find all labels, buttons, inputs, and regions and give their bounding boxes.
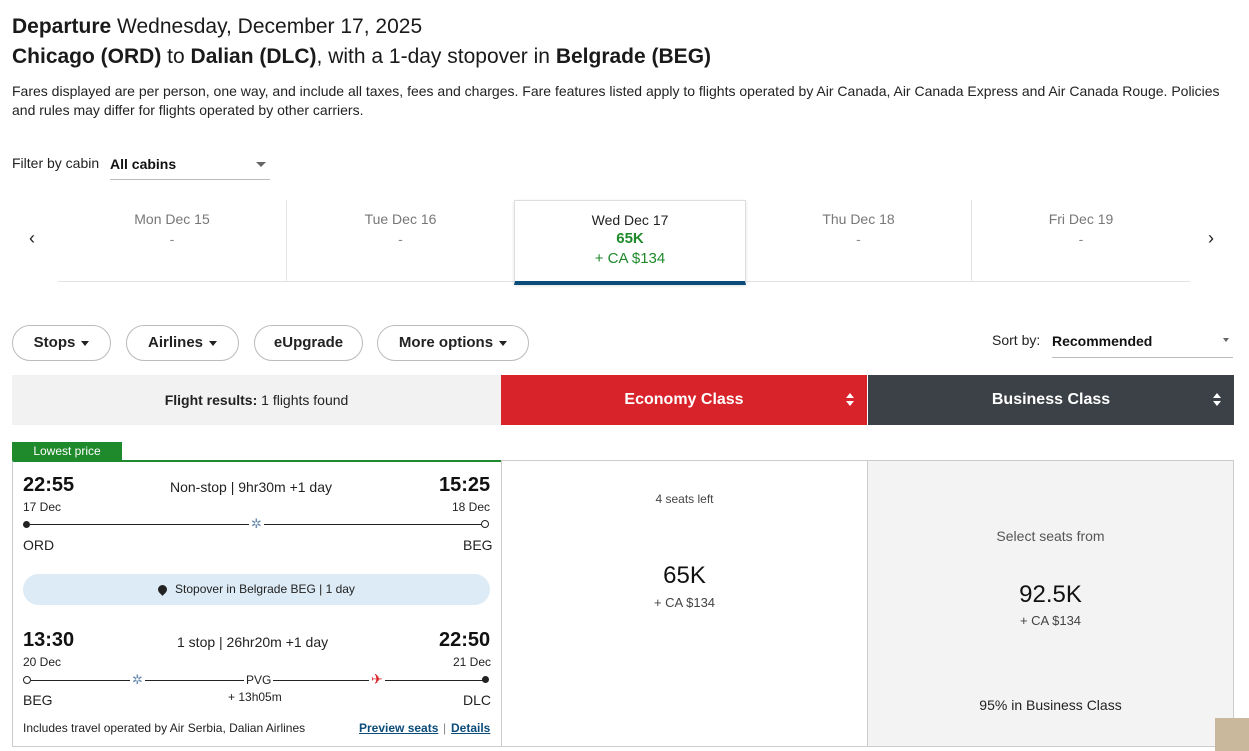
airlines-label: Airlines — [147, 334, 204, 351]
economy-points: 65K — [663, 562, 706, 589]
date-price: - — [169, 231, 175, 247]
departure-date: Wednesday, December 17, 2025 — [117, 15, 423, 38]
seg2-arr-date: 21 Dec — [453, 655, 492, 669]
sort-icon — [1212, 392, 1222, 408]
destination: Dalian (DLC) — [190, 45, 317, 68]
date-tab-mon-dec-15[interactable]: Mon Dec 15 - — [58, 200, 287, 282]
business-fare-cell[interactable]: Select seats from 92.5K + CA $134 95% in… — [867, 460, 1234, 747]
mixed-cabin-note: 95% in Business Class — [979, 697, 1122, 713]
eupgrade-filter-button[interactable]: eUpgrade — [254, 325, 363, 361]
date-tab-tue-dec-16[interactable]: Tue Dec 16 - — [287, 200, 514, 282]
date-label: Thu Dec 18 — [822, 211, 895, 227]
lowest-price-badge: Lowest price — [12, 442, 122, 461]
date-tab-fri-dec-19[interactable]: Fri Dec 19 - — [972, 200, 1190, 282]
chevron-down-icon — [1223, 338, 1229, 342]
airline-logo-icon: ✲ — [130, 672, 145, 688]
economy-class-label: Economy Class — [624, 391, 744, 408]
stopover-banner: Stopover in Belgrade BEG | 1 day — [23, 574, 490, 605]
seg1-summary: Non-stop | 9hr30m +1 day — [170, 479, 333, 495]
chevron-down-icon — [256, 162, 266, 167]
departure-label: Departure — [12, 15, 112, 38]
date-label: Wed Dec 17 — [591, 212, 669, 228]
economy-cash: + CA $134 — [653, 595, 716, 610]
results-summary: Flight results: 1 flights found — [12, 375, 501, 425]
stops-filter-button[interactable]: Stops — [12, 325, 111, 361]
stops-label: Stops — [33, 334, 76, 351]
airlines-filter-button[interactable]: Airlines — [126, 325, 239, 361]
seg2-summary: 1 stop | 26hr20m +1 day — [177, 634, 329, 650]
results-label: Flight results: — [164, 392, 258, 408]
sort-icon — [845, 392, 855, 408]
sort-label: Sort by: — [992, 332, 1041, 348]
sort-value: Recommended — [1052, 333, 1153, 349]
seg1-dep-date: 17 Dec — [23, 500, 62, 514]
fare-notice: Fares displayed are per person, one way,… — [12, 83, 1220, 118]
seg2-dep-time: 13:30 — [23, 629, 75, 651]
seg1-dep-code: ORD — [23, 537, 55, 553]
seg2-arr-time: 22:50 — [439, 629, 491, 651]
date-points: 65K — [616, 230, 644, 247]
seg2-via-code: PVG — [244, 673, 274, 687]
flight-card — [12, 460, 501, 747]
seg2-dep-code: BEG — [23, 692, 53, 708]
feedback-tab[interactable] — [1215, 718, 1249, 751]
seg2-arr-code: DLC — [463, 692, 492, 708]
date-tab-thu-dec-18[interactable]: Thu Dec 18 - — [746, 200, 972, 282]
results-count: 1 flights found — [261, 392, 349, 408]
details-link[interactable]: Details — [451, 721, 491, 735]
date-selector: Mon Dec 15 - Tue Dec 16 - Wed Dec 17 65K… — [58, 200, 1190, 285]
date-price: - — [856, 231, 861, 247]
seg1-destination-dot — [481, 520, 489, 528]
eupgrade-label: eUpgrade — [273, 334, 344, 351]
date-label: Fri Dec 19 — [1048, 211, 1114, 227]
date-cash: + CA $134 — [594, 250, 666, 267]
seg1-arr-date: 18 Dec — [452, 500, 491, 514]
seg1-arr-time: 15:25 — [439, 474, 491, 496]
seg2-layover: + 13h05m — [228, 690, 282, 704]
departure-heading: Departure Wednesday, December 17, 2025 — [12, 13, 422, 41]
business-cash: + CA $134 — [1019, 613, 1082, 628]
seg2-destination-dot — [482, 676, 489, 683]
operated-by-text: Includes travel operated by Air Serbia, … — [23, 721, 306, 735]
business-class-header[interactable]: Business Class — [868, 375, 1234, 425]
seg2-origin-dot — [23, 676, 31, 684]
date-price: - — [1078, 231, 1084, 247]
seg1-arr-code: BEG — [463, 537, 493, 553]
caret-down-icon — [209, 340, 218, 346]
more-options-label: More options — [398, 334, 494, 351]
sort-select[interactable]: Recommended — [1052, 326, 1233, 358]
prev-dates-button[interactable]: ‹ — [29, 228, 35, 248]
business-class-label: Business Class — [991, 391, 1111, 408]
airline-logo-icon: ✲ — [249, 516, 264, 532]
dalian-airlines-logo-icon: ✈ — [369, 671, 385, 688]
seg2-dep-date: 20 Dec — [23, 655, 62, 669]
preview-seats-link[interactable]: Preview seats — [359, 721, 439, 735]
caret-down-icon — [81, 340, 90, 346]
location-pin-icon — [156, 583, 169, 596]
cabin-filter-label: Filter by cabin — [12, 155, 100, 171]
date-price: - — [398, 231, 403, 247]
stopover-text: Stopover in Belgrade BEG | 1 day — [175, 582, 355, 596]
next-dates-button[interactable]: › — [1208, 228, 1214, 248]
caret-down-icon — [499, 340, 508, 346]
route-heading: Chicago (ORD) to Dalian (DLC), with a 1-… — [12, 43, 711, 71]
seats-left: 4 seats left — [655, 492, 714, 506]
date-label: Mon Dec 15 — [134, 211, 210, 227]
business-points: 92.5K — [1019, 581, 1082, 608]
link-separator: | — [443, 721, 447, 735]
to-word: to — [167, 45, 185, 68]
cabin-filter-value: All cabins — [110, 156, 177, 172]
seg1-origin-dot — [23, 521, 30, 528]
date-tab-wed-dec-17[interactable]: Wed Dec 17 65K + CA $134 — [514, 200, 746, 285]
stopover-city: Belgrade (BEG) — [555, 45, 712, 68]
date-label: Tue Dec 16 — [364, 211, 437, 227]
economy-class-header[interactable]: Economy Class — [501, 375, 867, 425]
stopover-text: , with a 1-day stopover in — [316, 45, 550, 68]
origin: Chicago (ORD) — [12, 45, 162, 68]
more-options-button[interactable]: More options — [377, 325, 529, 361]
economy-fare-cell[interactable]: 4 seats left 65K + CA $134 — [501, 460, 868, 747]
cabin-filter-select[interactable]: All cabins — [110, 150, 270, 180]
select-seats-from: Select seats from — [996, 528, 1105, 544]
seg1-dep-time: 22:55 — [23, 474, 75, 496]
